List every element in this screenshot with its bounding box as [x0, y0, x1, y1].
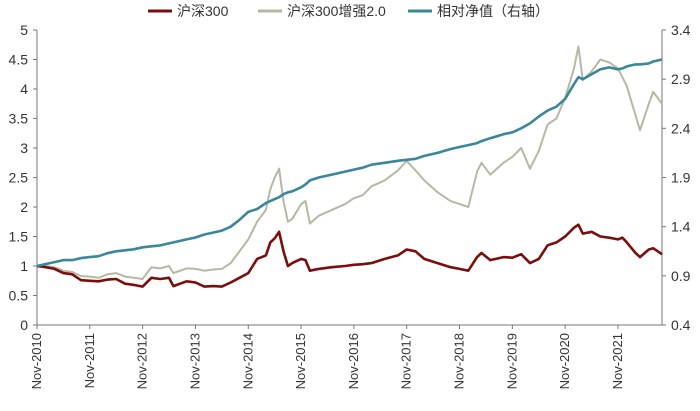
legend-label-0: 沪深300: [177, 3, 229, 19]
x-tick-label: Nov-2017: [399, 333, 414, 389]
x-tick-label: Nov-2019: [504, 333, 519, 389]
y-right-tick-label: 0.4: [671, 317, 691, 333]
y-left-tick-label: 4.5: [9, 52, 29, 68]
x-tick-label: Nov-2014: [240, 333, 255, 389]
y-left-tick-label: 3: [20, 140, 28, 156]
y-right-tick-label: 1.9: [671, 170, 691, 186]
x-tick-label: Nov-2012: [135, 333, 150, 389]
y-right-tick-label: 3.4: [671, 22, 691, 38]
axes: 0 0.5 1 1.5 2 2.5 3 3.5 4 4.5 5 0.4 0.9 1.4 1.9 2.4 2.9 3…: [9, 22, 691, 389]
legend-label-2: 相对净值（右轴）: [437, 3, 549, 19]
x-tick-label: Nov-2013: [187, 333, 202, 389]
y-right-tick-label: 1.4: [671, 219, 691, 235]
y-left-tick-label: 2.5: [9, 170, 29, 186]
y-left-tick-label: 1: [20, 258, 28, 274]
x-tick-label: Nov-2018: [452, 333, 467, 389]
series-lines: [36, 45, 663, 288]
y-left-tick-label: 1.5: [9, 229, 29, 245]
y-left-tick-label: 3.5: [9, 111, 29, 127]
y-right-tick-label: 2.9: [671, 71, 691, 87]
y-left-tick-label: 5: [20, 22, 28, 38]
y-right-tick-label: 2.4: [671, 120, 691, 136]
series-line-1: [37, 45, 663, 280]
y-left-tick-label: 0.5: [9, 288, 29, 304]
x-tick-label: Nov-2011: [82, 333, 97, 388]
legend: 沪深300 沪深300增强2.0 相对净值（右轴）: [148, 3, 549, 19]
x-tick-label: Nov-2015: [293, 333, 308, 389]
x-tick-label: Nov-2016: [346, 333, 361, 389]
series-line-0: [36, 223, 663, 288]
x-tick-label: Nov-2021: [610, 333, 625, 389]
legend-label-1: 沪深300增强2.0: [287, 3, 386, 19]
series-line-2: [36, 58, 663, 268]
y-left-tick-label: 0: [20, 317, 28, 333]
y-left-tick-label: 4: [20, 81, 28, 97]
y-left-tick-label: 2: [20, 199, 28, 215]
x-tick-label: Nov-2020: [557, 333, 572, 389]
y-right-tick-label: 0.9: [671, 268, 691, 284]
x-tick-label: Nov-2010: [29, 333, 44, 389]
